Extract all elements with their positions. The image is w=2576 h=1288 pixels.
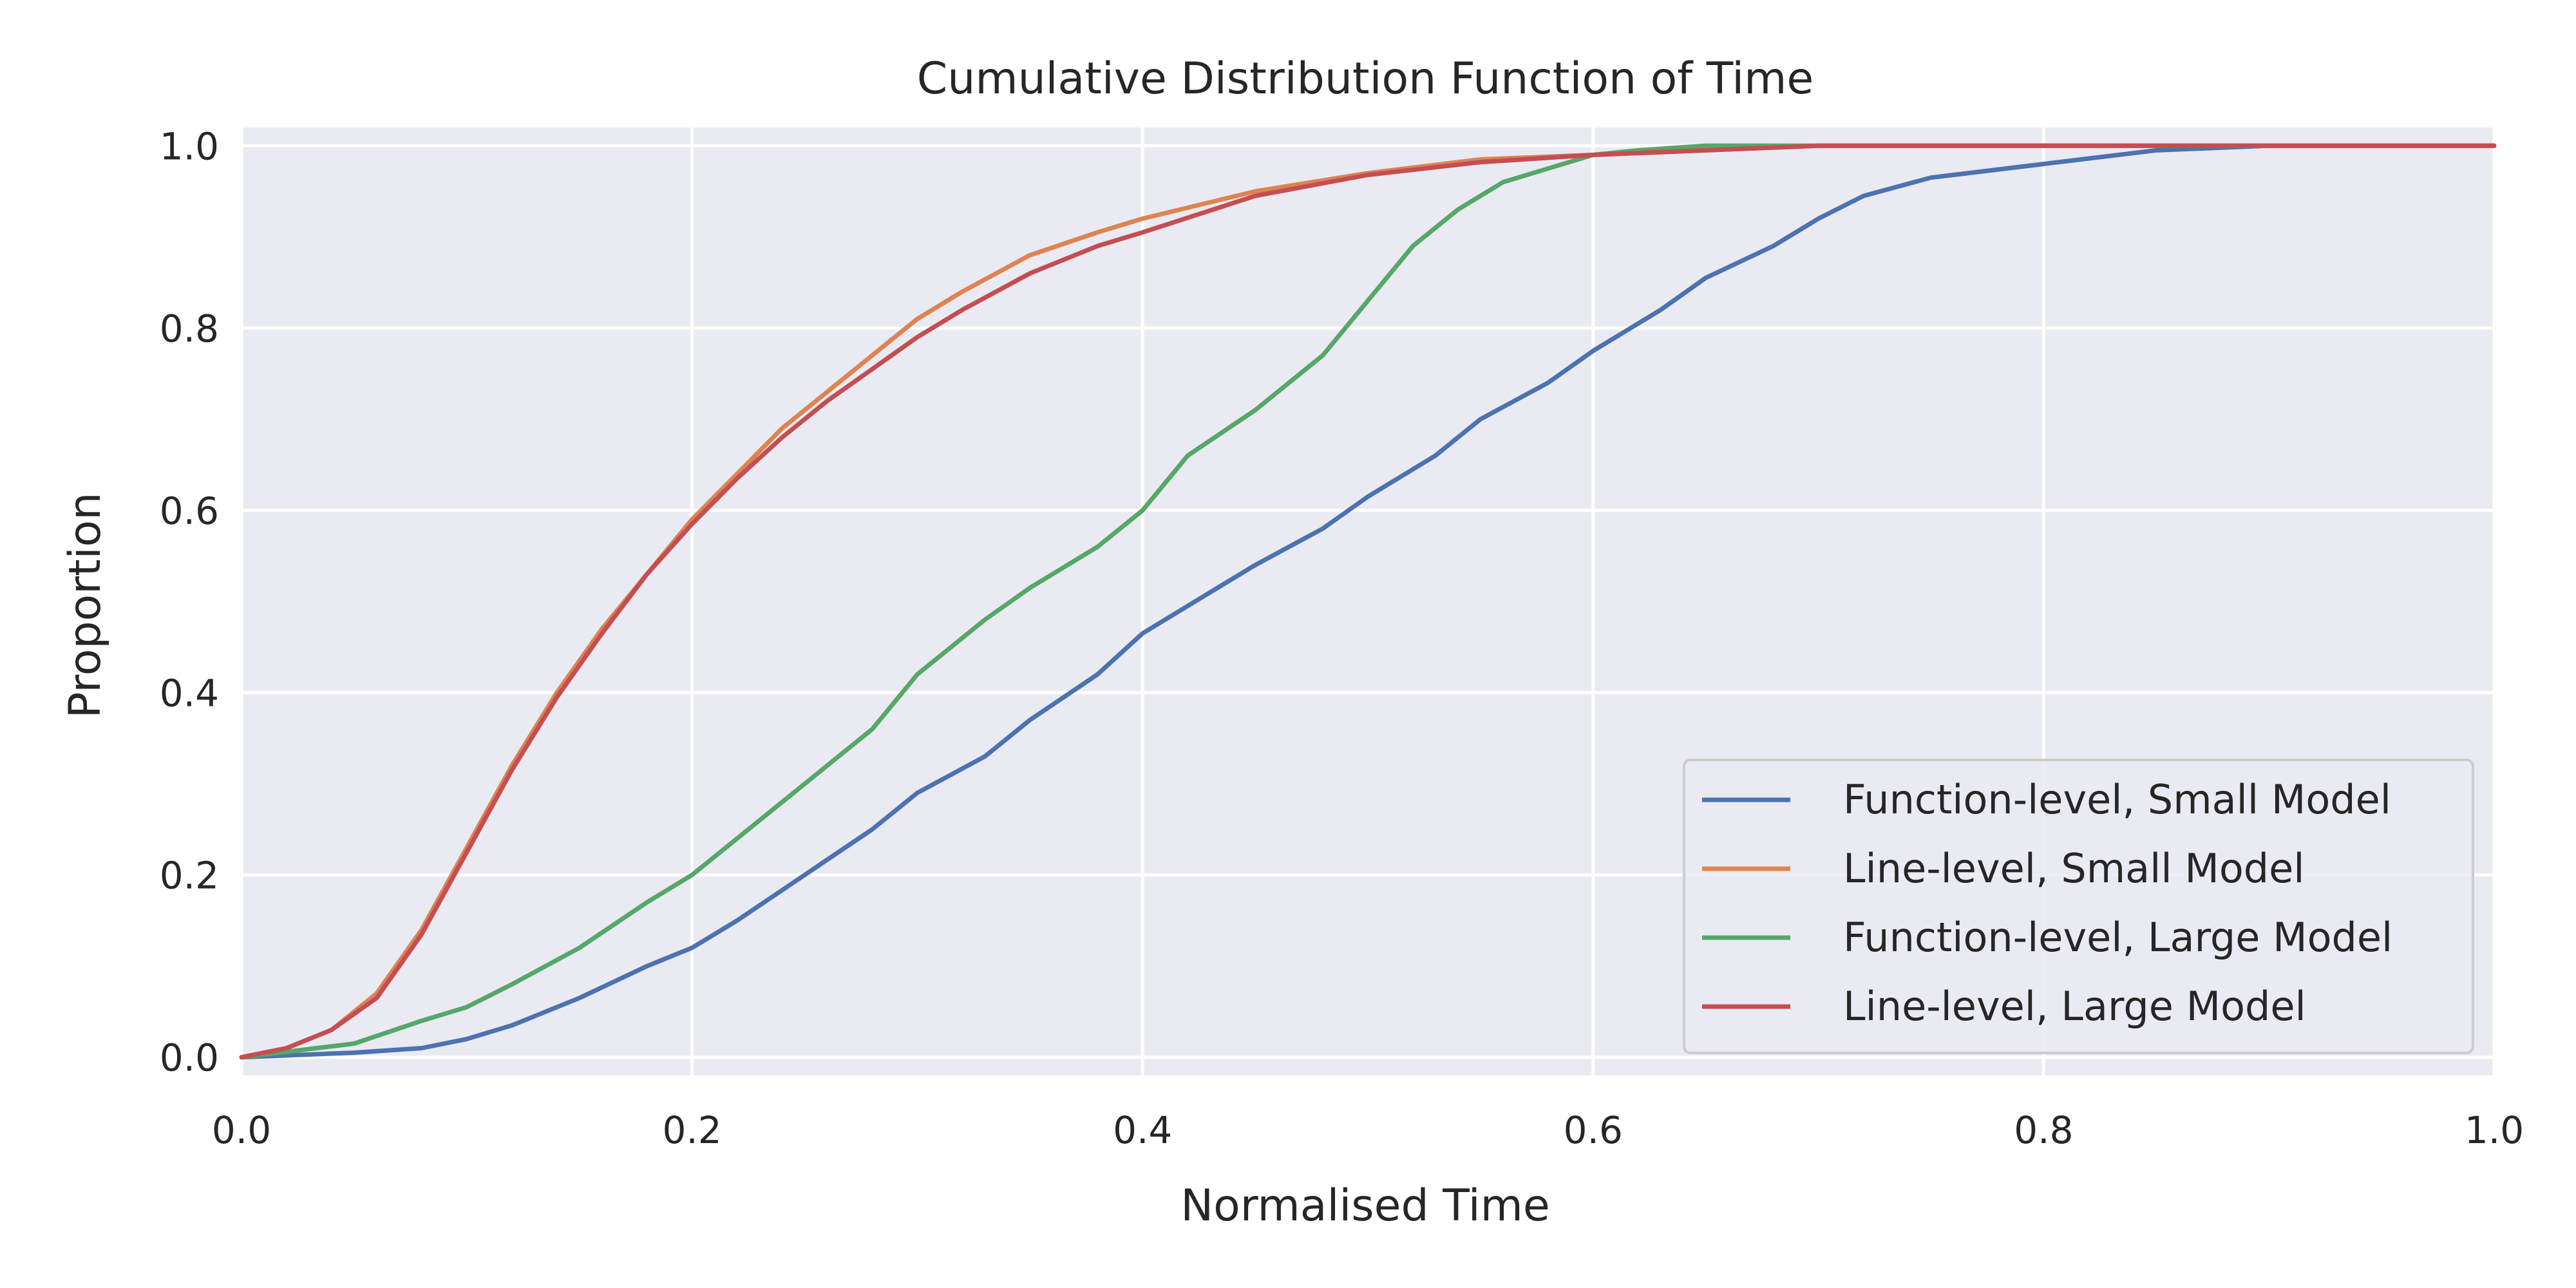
x-tick-label: 0.4: [1113, 1108, 1172, 1152]
chart-title: Cumulative Distribution Function of Time: [917, 53, 1814, 104]
y-tick-label: 1.0: [160, 124, 219, 168]
x-tick-label: 1.0: [2465, 1108, 2524, 1152]
legend-label: Line-level, Small Model: [1843, 845, 2304, 892]
y-axis-ticks: 0.0 0.2 0.4 0.6 0.8 1.0: [160, 124, 219, 1079]
y-tick-label: 0.4: [160, 672, 219, 715]
y-tick-label: 0.0: [160, 1036, 219, 1080]
series-line-4: [239, 143, 2497, 1060]
grid-lines: [240, 128, 2496, 1075]
y-tick-label: 0.2: [160, 854, 219, 898]
series-lines: [239, 143, 2497, 1060]
y-tick-label: 0.6: [160, 489, 219, 533]
x-axis-ticks: 0.0 0.2 0.4 0.6 0.8 1.0: [212, 1108, 2524, 1152]
x-axis-label: Normalised Time: [1180, 1180, 1549, 1231]
series-line-3: [239, 143, 2497, 1060]
legend-label: Function-level, Large Model: [1843, 914, 2392, 961]
x-tick-label: 0.0: [212, 1108, 271, 1152]
x-tick-label: 0.6: [1564, 1108, 1623, 1152]
y-axis-label: Proportion: [60, 493, 111, 719]
legend: Function-level, Small Model Line-level, S…: [1683, 759, 2474, 1054]
legend-label: Line-level, Large Model: [1843, 983, 2306, 1030]
x-tick-label: 0.2: [662, 1108, 721, 1152]
legend-label: Function-level, Small Model: [1843, 776, 2391, 823]
series-line-1: [239, 143, 2497, 1060]
legend-box: [1683, 759, 2474, 1054]
y-tick-label: 0.8: [160, 307, 219, 350]
x-tick-label: 0.8: [2014, 1108, 2073, 1152]
